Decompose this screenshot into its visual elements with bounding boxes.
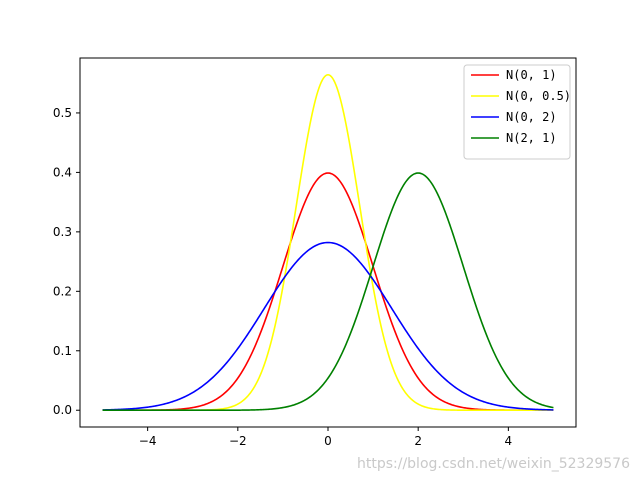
legend-label: N(0, 2)	[506, 110, 557, 124]
x-axis: −4 −2 0 2 4	[139, 427, 512, 448]
y-tick-label: 0.4	[53, 165, 72, 179]
x-tick-label: −4	[139, 434, 157, 448]
y-tick-label: 0.5	[53, 106, 72, 120]
legend-label: N(0, 1)	[506, 68, 557, 82]
x-tick-label: 2	[414, 434, 422, 448]
series-layer	[102, 73, 554, 412]
legend-box	[463, 64, 571, 160]
legend-label: N(2, 1)	[506, 131, 557, 145]
legend-label: N(0, 0.5)	[506, 89, 571, 103]
y-tick-label: 0.3	[53, 225, 72, 239]
y-tick-label: 0.2	[53, 284, 72, 298]
x-tick-label: 4	[505, 434, 513, 448]
y-axis: 0.0 0.1 0.2 0.3 0.4 0.5	[53, 106, 80, 417]
series-line-3	[102, 172, 554, 412]
y-tick-label: 0.1	[53, 344, 72, 358]
y-tick-label: 0.0	[53, 403, 72, 417]
series-line-2	[102, 241, 554, 411]
x-tick-label: −2	[229, 434, 247, 448]
watermark-text: https://blog.csdn.net/weixin_52329576	[356, 456, 630, 472]
legend: N(0, 1) N(0, 0.5) N(0, 2) N(2, 1)	[463, 64, 571, 160]
series-line-0	[102, 172, 554, 412]
x-tick-label: 0	[324, 434, 332, 448]
